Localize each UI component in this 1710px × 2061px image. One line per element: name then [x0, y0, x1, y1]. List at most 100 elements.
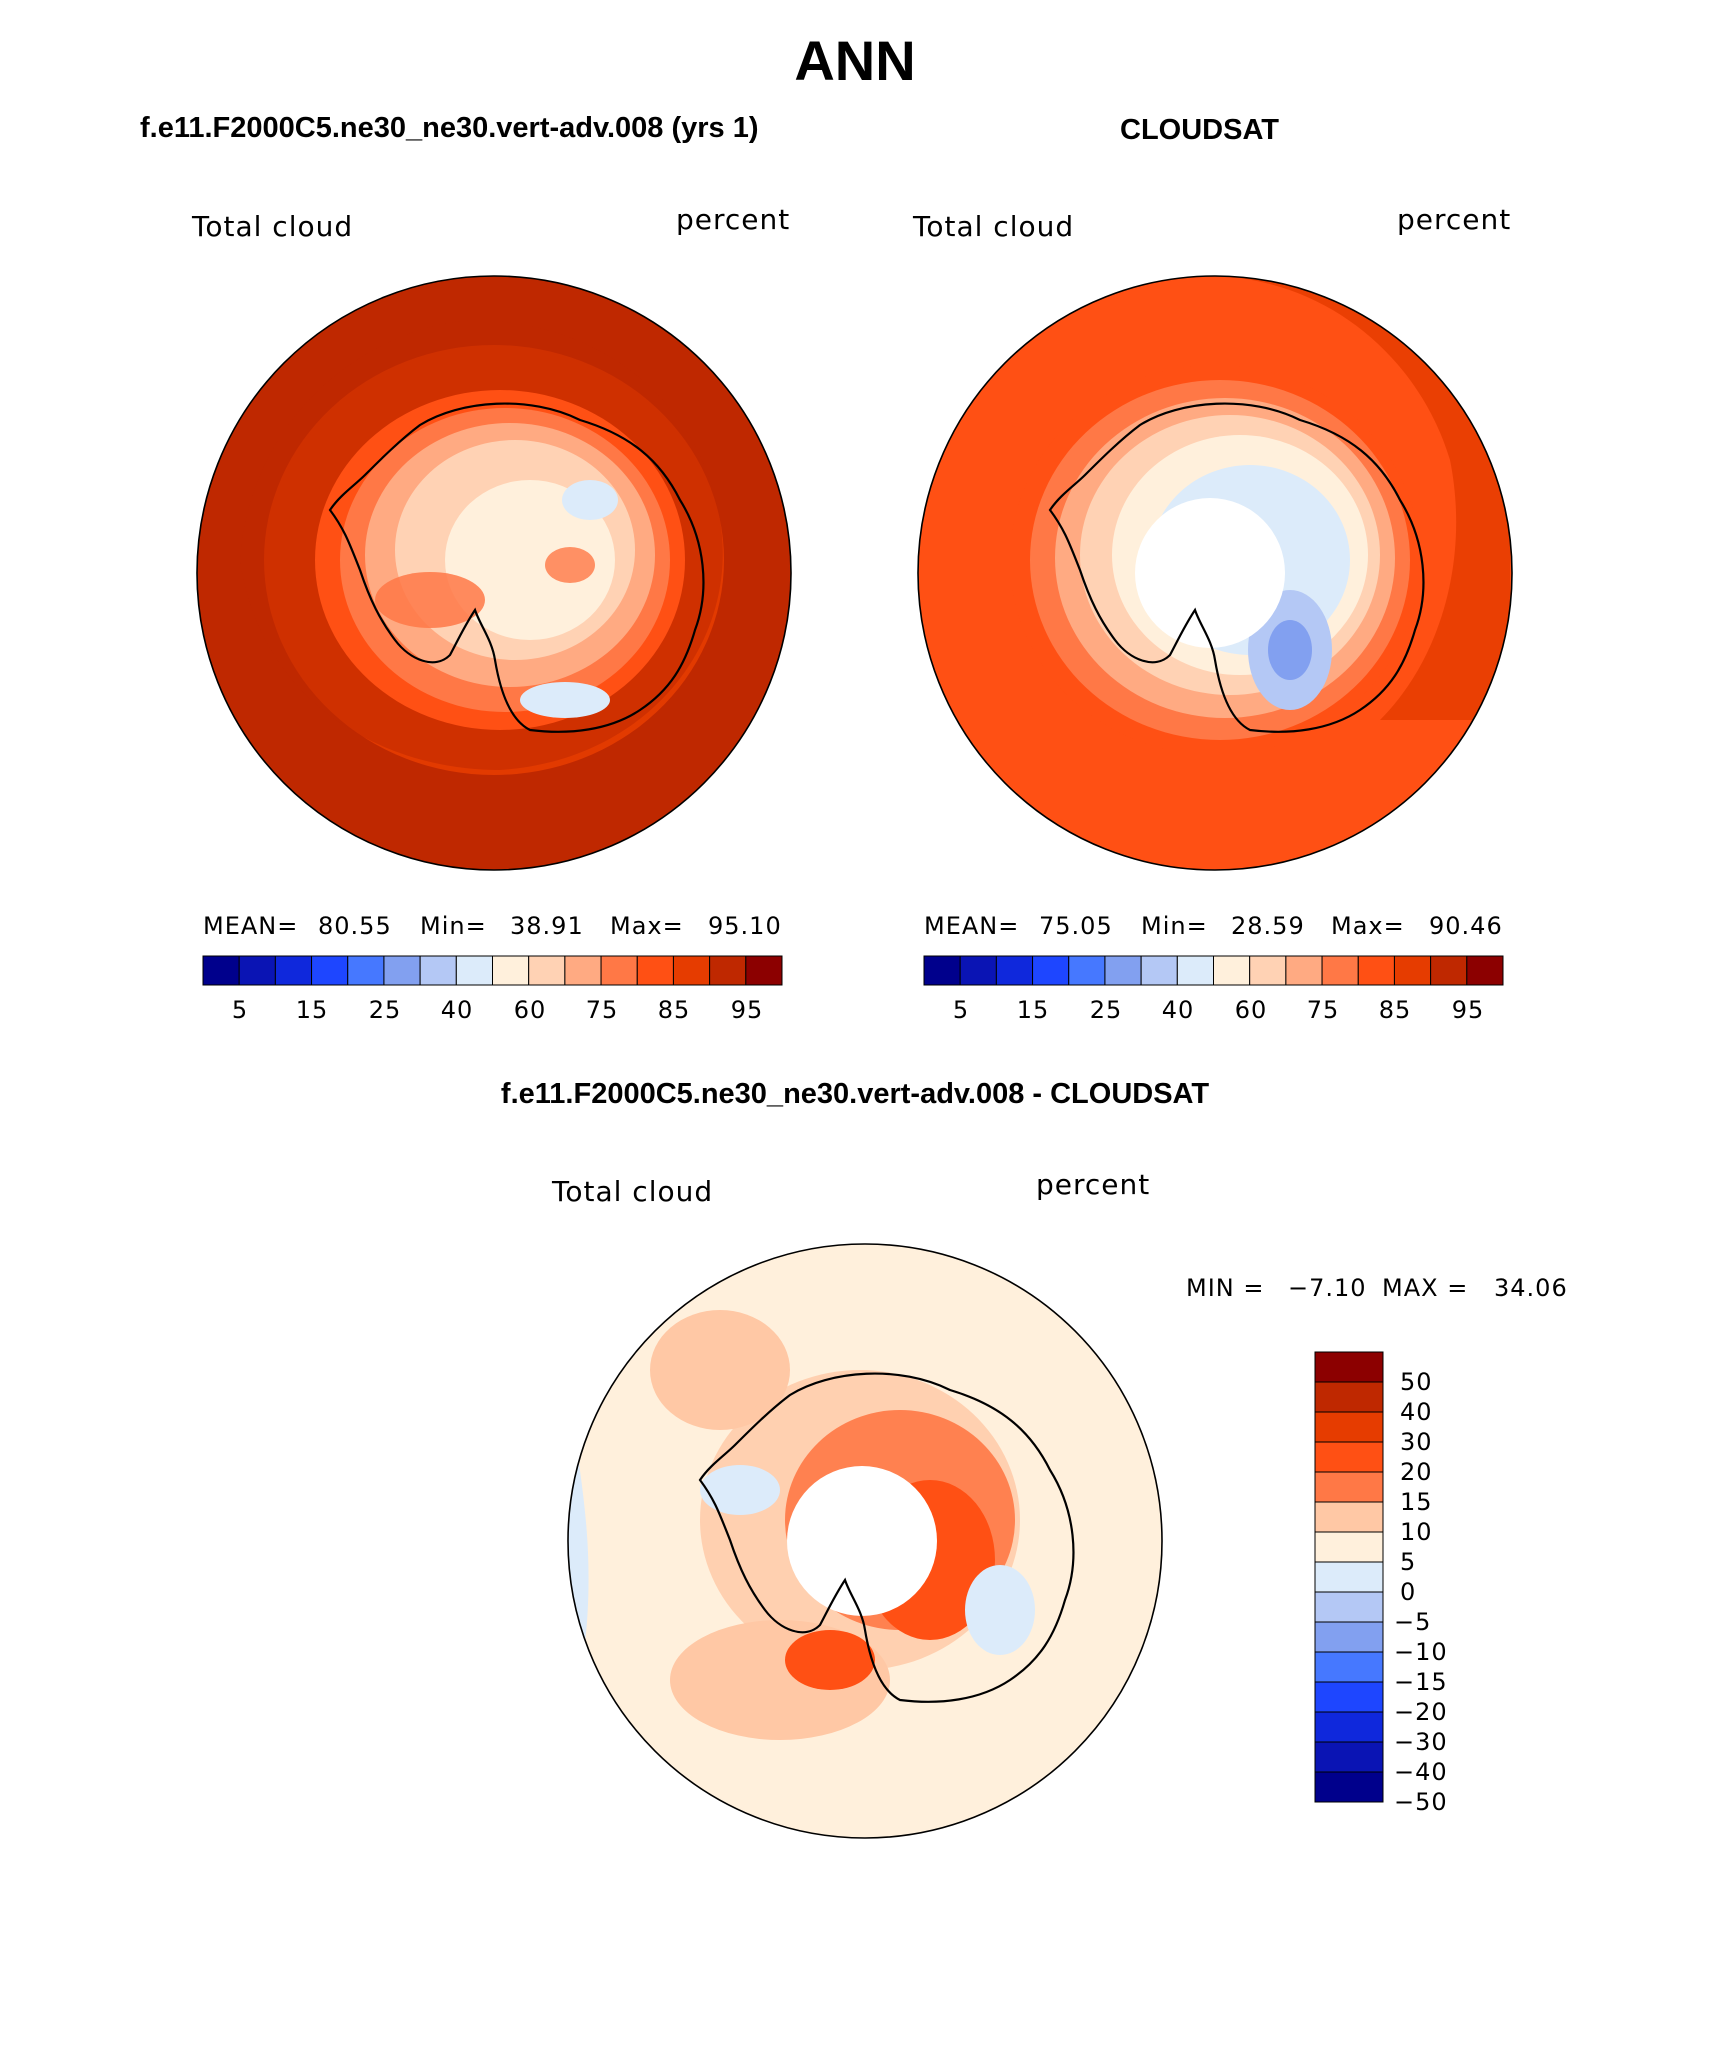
- model-colorbar-swatch: [202, 955, 240, 986]
- model-colorbar-swatch: [636, 955, 674, 986]
- obs-colorbar-tick: 60: [1234, 996, 1268, 1024]
- diff-variable-label: Total cloud: [552, 1175, 714, 1208]
- obs-variable-label: Total cloud: [913, 210, 1075, 243]
- diff-colorbar-swatch: [1314, 1501, 1384, 1533]
- obs-colorbar-tick: 40: [1161, 996, 1195, 1024]
- diff-colorbar-tick: 20: [1400, 1458, 1433, 1486]
- diff-map-border: [567, 1243, 1163, 1839]
- obs-colorbar-tick: 95: [1451, 996, 1485, 1024]
- diff-colorbar-tick: −30: [1394, 1728, 1448, 1756]
- diff-colorbar-swatch: [1314, 1771, 1384, 1803]
- obs-colorbar-tick: 5: [952, 996, 970, 1024]
- model-variable-label: Total cloud: [192, 210, 354, 243]
- model-colorbar-swatch: [745, 955, 783, 986]
- model-map-border: [196, 275, 792, 871]
- model-colorbar: [202, 955, 783, 986]
- obs-max-label: Max=: [1331, 912, 1405, 940]
- diff-colorbar-swatch: [1314, 1621, 1384, 1653]
- diff-colorbar-tick: 10: [1400, 1518, 1433, 1546]
- diff-colorbar-swatch: [1314, 1351, 1384, 1383]
- diff-colorbar: [1314, 1351, 1384, 1803]
- obs-colorbar-swatch: [1285, 955, 1323, 986]
- obs-colorbar-swatch: [1393, 955, 1432, 986]
- diff-map: [568, 1244, 1162, 1838]
- figure-title: ANN: [794, 29, 916, 92]
- model-colorbar-swatch: [600, 955, 638, 986]
- obs-colorbar-swatch: [1357, 955, 1395, 986]
- diff-colorbar-swatch: [1314, 1741, 1384, 1773]
- obs-colorbar-swatch: [1140, 955, 1178, 986]
- diff-colorbar-tick: 15: [1400, 1488, 1433, 1516]
- diff-missing-data-hole: [787, 1466, 937, 1616]
- model-colorbar-swatch: [311, 955, 349, 986]
- obs-mean-label: MEAN=: [924, 912, 1020, 940]
- diff-colorbar-tick: −40: [1394, 1758, 1448, 1786]
- model-colorbar-tick: 5: [231, 996, 249, 1024]
- diff-min-label: MIN =: [1186, 1274, 1265, 1302]
- diff-colorbar-swatch: [1314, 1561, 1384, 1593]
- diff-colorbar-swatch: [1314, 1381, 1384, 1413]
- model-colorbar-tick: 25: [368, 996, 402, 1024]
- obs-colorbar-swatch: [1176, 955, 1214, 986]
- obs-map-border: [917, 275, 1513, 871]
- diff-colorbar-tick: −10: [1394, 1638, 1448, 1666]
- model-colorbar-swatch: [672, 955, 711, 986]
- model-colorbar-swatch: [274, 955, 313, 986]
- model-map: [197, 276, 791, 870]
- model-colorbar-tick: 60: [513, 996, 547, 1024]
- diff-colorbar-tick: −20: [1394, 1698, 1448, 1726]
- model-colorbar-swatch: [347, 955, 385, 986]
- obs-colorbar-tick: 15: [1016, 996, 1050, 1024]
- obs-mean-value: 75.05: [1039, 912, 1113, 940]
- model-colorbar-swatch: [564, 955, 602, 986]
- difference-title: f.e11.F2000C5.ne30_ne30.vert-adv.008 - C…: [500, 1078, 1210, 1110]
- model-colorbar-swatch: [528, 955, 566, 986]
- diff-colorbar-swatch: [1314, 1651, 1384, 1683]
- diff-max-value: 34.06: [1494, 1274, 1568, 1302]
- diff-colorbar-swatch: [1314, 1471, 1384, 1503]
- diff-colorbar-swatch: [1314, 1531, 1384, 1563]
- obs-colorbar-swatch: [995, 955, 1034, 986]
- obs-max-value: 90.46: [1429, 912, 1503, 940]
- model-mean-label: MEAN=: [203, 912, 299, 940]
- model-colorbar-swatch: [455, 955, 493, 986]
- model-colorbar-tick: 15: [295, 996, 329, 1024]
- diff-colorbar-swatch: [1314, 1711, 1384, 1743]
- obs-colorbar-swatch: [1068, 955, 1106, 986]
- model-units-label: percent: [676, 203, 791, 236]
- obs-colorbar-tick: 75: [1306, 996, 1340, 1024]
- obs-colorbar-swatch: [1032, 955, 1070, 986]
- obs-min-label: Min=: [1141, 912, 1208, 940]
- model-max-value: 95.10: [708, 912, 782, 940]
- diff-colorbar-tick: 40: [1400, 1398, 1433, 1426]
- obs-units-label: percent: [1397, 203, 1512, 236]
- model-case-title: f.e11.F2000C5.ne30_ne30.vert-adv.008 (yr…: [140, 112, 759, 144]
- diff-colorbar-tick: −15: [1394, 1668, 1448, 1696]
- diff-colorbar-swatch: [1314, 1411, 1384, 1443]
- model-colorbar-tick: 75: [585, 996, 619, 1024]
- diff-colorbar-swatch: [1314, 1441, 1384, 1473]
- model-colorbar-swatch: [419, 955, 457, 986]
- obs-colorbar-swatch: [1430, 955, 1468, 986]
- model-colorbar-swatch: [238, 955, 276, 986]
- obs-colorbar: [923, 955, 1504, 986]
- diff-max-label: MAX =: [1382, 1274, 1469, 1302]
- diff-colorbar-tick: 30: [1400, 1428, 1433, 1456]
- model-colorbar-swatch: [709, 955, 747, 986]
- obs-colorbar-swatch: [923, 955, 961, 986]
- obs-colorbar-tick: 25: [1089, 996, 1123, 1024]
- model-colorbar-tick: 85: [657, 996, 691, 1024]
- diff-min-value: −7.10: [1288, 1274, 1367, 1302]
- obs-dataset-title: CLOUDSAT: [1120, 114, 1279, 146]
- obs-missing-data-hole: [1135, 498, 1285, 648]
- model-min-label: Min=: [420, 912, 487, 940]
- model-min-value: 38.91: [510, 912, 584, 940]
- model-colorbar-tick: 95: [730, 996, 764, 1024]
- diff-units-label: percent: [1036, 1168, 1151, 1201]
- diff-colorbar-tick: 5: [1400, 1548, 1417, 1576]
- obs-map: [918, 276, 1512, 870]
- model-colorbar-swatch: [383, 955, 421, 986]
- model-colorbar-tick: 40: [440, 996, 474, 1024]
